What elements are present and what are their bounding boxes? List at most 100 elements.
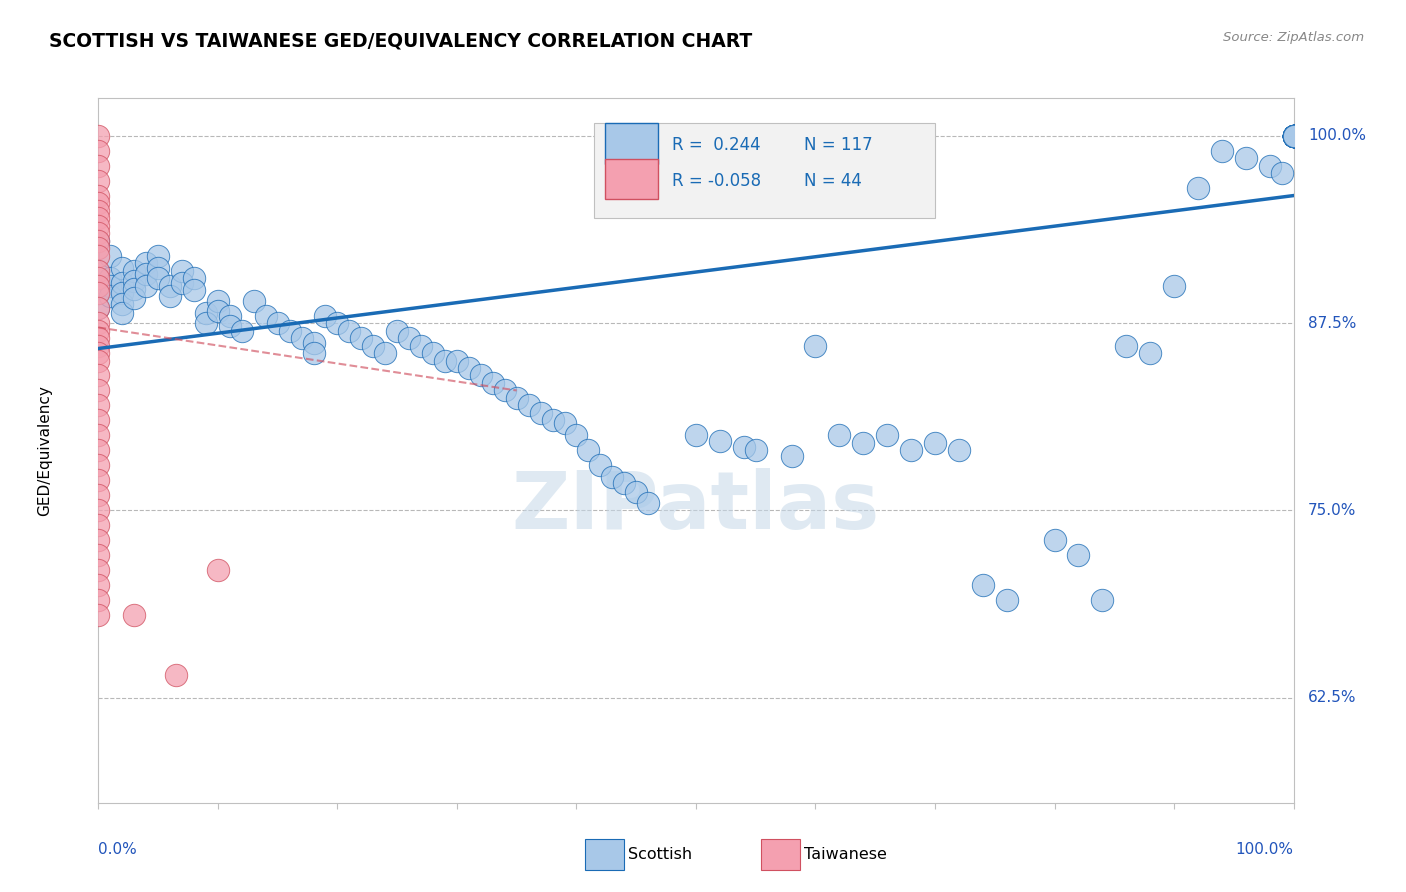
Point [87,188,110,202]
Point [219,309,242,323]
Point [87,263,110,277]
Point [254,309,277,323]
Point [267,316,290,330]
Point [87,563,110,577]
Point [291,331,314,345]
Point [302,335,325,350]
Point [1282,128,1305,143]
Point [900,443,922,458]
Point [852,436,875,450]
Point [1282,128,1305,143]
Point [1187,181,1209,195]
Text: 87.5%: 87.5% [1308,316,1357,331]
Point [87,263,110,277]
Point [709,434,731,449]
Point [87,219,110,233]
Point [207,563,229,577]
Point [1282,128,1305,143]
Point [87,428,110,442]
Point [87,443,110,458]
Point [446,353,468,368]
Point [481,376,505,390]
Point [183,283,205,297]
Point [374,346,396,360]
Point [183,271,205,285]
Point [124,274,146,288]
Point [1234,151,1257,165]
Point [87,413,110,427]
Text: 0.0%: 0.0% [98,841,138,856]
Point [87,518,110,533]
Point [243,293,266,308]
Point [135,256,157,270]
Point [195,316,218,330]
Point [87,144,110,158]
Point [148,271,170,285]
Point [172,263,194,277]
Point [207,304,229,318]
Point [111,276,134,290]
Point [87,234,110,248]
FancyBboxPatch shape [605,123,658,163]
Point [924,436,946,450]
Point [1282,128,1305,143]
Point [135,278,157,293]
Point [195,305,218,319]
Point [87,324,110,338]
Point [1258,159,1281,173]
Point [87,593,110,607]
Point [1282,128,1305,143]
Point [350,331,373,345]
Point [602,470,624,484]
Point [1282,128,1305,143]
Point [278,324,301,338]
Text: R =  0.244: R = 0.244 [672,136,761,154]
Text: Scottish: Scottish [628,847,693,862]
Point [554,417,576,431]
Point [780,450,803,464]
Point [124,608,146,623]
Point [111,286,134,301]
Point [172,276,194,290]
Point [159,289,181,303]
Point [87,368,110,383]
Point [87,301,110,315]
Point [87,211,110,225]
Point [626,485,648,500]
Point [1271,166,1294,180]
Text: GED/Equivalency: GED/Equivalency [37,385,52,516]
Point [87,316,110,330]
Point [207,293,229,308]
Point [995,593,1018,607]
Point [87,399,110,413]
Point [87,338,110,352]
Point [124,291,146,305]
Point [1282,128,1305,143]
Point [231,324,253,338]
Point [111,260,134,275]
Point [1282,128,1305,143]
Text: ZIPatlas: ZIPatlas [512,467,880,546]
Text: R = -0.058: R = -0.058 [672,171,761,190]
Point [87,203,110,218]
Point [98,248,122,262]
Point [948,443,970,458]
Point [219,318,242,333]
Point [1043,533,1066,548]
Text: 100.0%: 100.0% [1308,128,1365,143]
Point [87,301,110,315]
Point [315,309,337,323]
Point [411,338,433,352]
FancyBboxPatch shape [595,123,935,218]
Point [339,324,361,338]
Text: N = 44: N = 44 [804,171,862,190]
Point [87,271,110,285]
Point [98,289,122,303]
Point [148,260,170,275]
Point [87,278,110,293]
Point [87,128,110,143]
Point [1163,278,1185,293]
Point [1282,128,1305,143]
Point [87,286,110,301]
Point [1282,128,1305,143]
